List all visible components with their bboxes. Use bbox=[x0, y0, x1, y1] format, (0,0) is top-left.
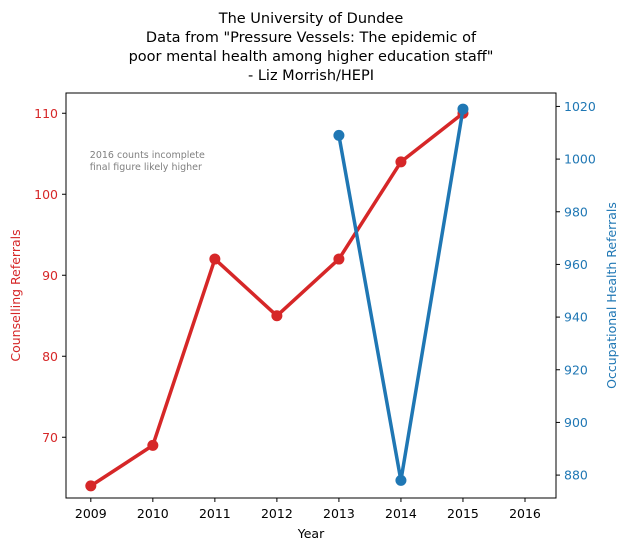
annotation-line: 2016 counts incomplete bbox=[90, 150, 205, 161]
series-point-right bbox=[457, 103, 469, 115]
x-tick-label: 2011 bbox=[199, 506, 231, 521]
left-y-axis: 70 80 90 100 110 bbox=[34, 106, 66, 445]
right-y-tick-label: 900 bbox=[564, 415, 588, 430]
left-y-tick-label: 70 bbox=[42, 430, 58, 445]
x-tick-label: 2016 bbox=[509, 506, 541, 521]
right-y-tick-label: 1020 bbox=[564, 99, 596, 114]
x-axis: 2009 2010 2011 2012 2013 2014 2015 2016 bbox=[75, 498, 541, 521]
series-point-left bbox=[395, 156, 407, 168]
plot-area bbox=[65, 92, 557, 499]
title-line: Data from "Pressure Vessels: The epidemi… bbox=[146, 30, 477, 46]
left-y-tick-label: 90 bbox=[42, 268, 58, 283]
right-y-tick-label: 940 bbox=[564, 310, 588, 325]
title-line: - Liz Morrish/HEPI bbox=[248, 68, 374, 84]
series-layer bbox=[85, 103, 469, 492]
right-y-tick-label: 960 bbox=[564, 257, 588, 272]
right-y-tick-label: 920 bbox=[564, 362, 588, 377]
annotation-line: final figure likely higher bbox=[90, 162, 202, 173]
left-y-tick-label: 110 bbox=[34, 106, 58, 121]
right-y-tick-label: 880 bbox=[564, 468, 588, 483]
right-y-axis: 880 900 920 940 960 980 1000 1020 bbox=[556, 99, 596, 483]
x-tick-label: 2010 bbox=[137, 506, 169, 521]
series-point-left bbox=[333, 253, 345, 265]
x-tick-label: 2015 bbox=[447, 506, 479, 521]
series-point-left bbox=[147, 439, 159, 451]
x-axis-label: Year bbox=[297, 526, 325, 541]
right-y-tick-label: 980 bbox=[564, 204, 588, 219]
left-y-axis-label: Counselling Referrals bbox=[8, 229, 23, 361]
right-y-axis-label: Occupational Health Referrals bbox=[604, 202, 619, 389]
x-tick-label: 2012 bbox=[261, 506, 293, 521]
series-point-right bbox=[395, 474, 407, 486]
series-point-left bbox=[271, 310, 283, 322]
series-point-left bbox=[85, 480, 97, 492]
title-line: The University of Dundee bbox=[218, 11, 404, 27]
series-point-left bbox=[209, 253, 221, 265]
title-line: poor mental health among higher educatio… bbox=[129, 49, 494, 65]
right-y-tick-label: 1000 bbox=[564, 152, 596, 167]
x-tick-label: 2014 bbox=[385, 506, 417, 521]
x-tick-label: 2013 bbox=[323, 506, 355, 521]
left-y-tick-label: 80 bbox=[42, 349, 58, 364]
series-point-right bbox=[333, 129, 345, 141]
left-y-tick-label: 100 bbox=[34, 187, 58, 202]
x-tick-label: 2009 bbox=[75, 506, 107, 521]
chart-title: The University of Dundee Data from "Press… bbox=[129, 11, 494, 84]
